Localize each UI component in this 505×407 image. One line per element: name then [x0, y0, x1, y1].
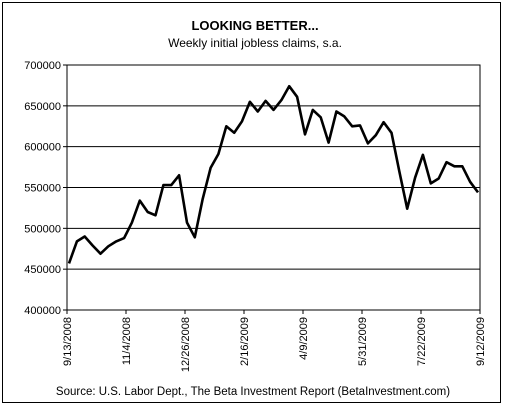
x-tick-label: 12/26/2008 — [180, 317, 192, 372]
x-tick-label: 9/12/2009 — [475, 317, 487, 366]
x-tick-label: 2/16/2009 — [239, 317, 251, 366]
y-tick-label: 400000 — [24, 305, 61, 317]
x-tick-label: 7/22/2009 — [416, 317, 428, 366]
chart-title: LOOKING BETTER... — [191, 18, 318, 33]
source-note: Source: U.S. Labor Dept., The Beta Inves… — [56, 386, 450, 398]
x-tick-label: 4/9/2009 — [298, 317, 310, 360]
series-group — [67, 84, 480, 264]
series-line — [67, 84, 480, 264]
x-tick-label: 11/4/2008 — [121, 317, 133, 365]
y-tick-label: 500000 — [24, 223, 61, 235]
y-tick-label: 550000 — [24, 183, 61, 195]
y-tick-label: 450000 — [24, 264, 61, 276]
x-axis-ticks: 9/13/2008 11/4/2008 12/26/2008 2/16/2009 4/9… — [62, 310, 487, 372]
gridlines — [67, 105, 480, 270]
x-tick-label: 9/13/2008 — [62, 317, 74, 366]
chart-subtitle: Weekly initial jobless claims, s.a. — [168, 36, 342, 50]
y-axis-ticks: 700000 650000 600000 550000 500000 450000 4000… — [24, 60, 67, 317]
y-tick-label: 600000 — [24, 142, 61, 154]
x-tick-label: 5/31/2009 — [357, 317, 369, 366]
y-tick-label: 650000 — [24, 101, 61, 113]
y-tick-label: 700000 — [24, 60, 61, 72]
